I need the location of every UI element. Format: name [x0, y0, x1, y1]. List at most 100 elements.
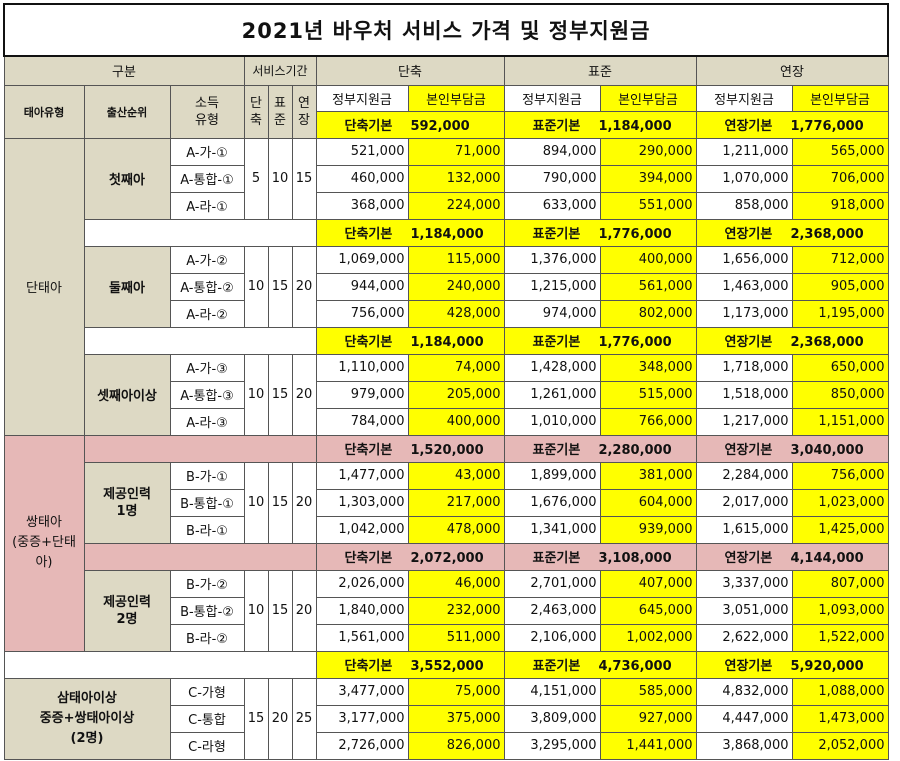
gov-short: 1,303,000 — [315, 488, 409, 517]
base-label: 표준기본 — [532, 443, 581, 458]
header-gov-extended: 정부지원금 — [695, 84, 793, 112]
base-label: 연장기본 — [724, 335, 773, 350]
birth-order-helper-2: 제공인력 2명 — [83, 569, 171, 652]
base-row-3: 단축기본 1,184,000 표준기본 1,776,000 연장기본 2,368… — [4, 326, 889, 355]
gov-short: 1,561,000 — [315, 623, 409, 652]
self-extended: 1,151,000 — [791, 407, 889, 436]
gov-standard: 2,106,000 — [503, 623, 601, 652]
gov-extended: 2,622,000 — [695, 623, 793, 652]
self-extended: 918,000 — [791, 191, 889, 220]
group-single: 단태아 — [3, 137, 85, 436]
gov-standard: 633,000 — [503, 191, 601, 220]
self-extended: 1,195,000 — [791, 299, 889, 328]
self-short: 224,000 — [407, 191, 505, 220]
self-extended: 850,000 — [791, 380, 889, 409]
gov-short: 784,000 — [315, 407, 409, 436]
self-standard: 604,000 — [599, 488, 697, 517]
gov-short: 368,000 — [315, 191, 409, 220]
self-short: 240,000 — [407, 272, 505, 301]
header-income-type: 소득 유형 — [169, 84, 245, 139]
self-standard: 348,000 — [599, 353, 697, 382]
gov-extended: 1,173,000 — [695, 299, 793, 328]
gov-short: 3,477,000 — [315, 677, 409, 706]
base-label: 단축기본 — [344, 335, 393, 350]
income-type: A-라-③ — [169, 407, 245, 436]
base-value: 3,108,000 — [598, 551, 672, 566]
income-type: A-라-① — [169, 191, 245, 220]
days-short: 10 — [243, 245, 269, 328]
header-service-period: 서비스기간 — [243, 55, 317, 86]
gov-extended: 3,051,000 — [695, 596, 793, 625]
self-standard: 515,000 — [599, 380, 697, 409]
base-label: 단축기본 — [344, 443, 393, 458]
self-short: 115,000 — [407, 245, 505, 274]
gov-extended: 2,284,000 — [695, 461, 793, 490]
gov-standard: 1,215,000 — [503, 272, 601, 301]
income-type: B-라-① — [169, 515, 245, 544]
table-row: A-라-② 756,000 428,000 974,000 802,000 1,… — [4, 299, 889, 328]
base-value: 1,184,000 — [410, 227, 484, 242]
table-row: 셋째아이상 A-가-③ 10 15 20 1,110,000 74,000 1,… — [4, 353, 889, 436]
self-standard: 1,441,000 — [599, 731, 697, 760]
base-value: 1,184,000 — [598, 119, 672, 134]
self-standard: 802,000 — [599, 299, 697, 328]
days-standard: 10 — [267, 137, 293, 220]
self-short: 46,000 — [407, 569, 505, 598]
header-fetus-type: 태아유형 — [3, 84, 85, 139]
self-extended: 565,000 — [791, 137, 889, 166]
gov-standard: 4,151,000 — [503, 677, 601, 706]
self-extended: 807,000 — [791, 569, 889, 598]
self-extended: 1,425,000 — [791, 515, 889, 544]
table-row: 삼태아이상 중증+쌍태아이상 (2명) C-가형 15 20 25 3,477,… — [3, 677, 889, 760]
self-extended: 1,473,000 — [791, 704, 889, 733]
gov-standard: 1,261,000 — [503, 380, 601, 409]
base-label: 연장기본 — [724, 659, 773, 674]
table-row: A-통합-③ 979,000 205,000 1,261,000 515,000… — [4, 380, 889, 409]
income-type: A-통합-② — [169, 272, 245, 301]
self-extended: 905,000 — [791, 272, 889, 301]
days-short: 10 — [243, 569, 269, 652]
base-label: 단축기본 — [344, 551, 393, 566]
income-type: A-가-① — [169, 137, 245, 166]
base-label: 연장기본 — [724, 119, 773, 134]
income-type: C-가형 — [169, 677, 245, 706]
self-short: 375,000 — [407, 704, 505, 733]
gov-standard: 3,809,000 — [503, 704, 601, 733]
gov-short: 2,026,000 — [315, 569, 409, 598]
base-label: 단축기본 — [344, 659, 393, 674]
gov-short: 3,177,000 — [315, 704, 409, 733]
gov-standard: 1,376,000 — [503, 245, 601, 274]
days-extended: 15 — [291, 137, 317, 220]
days-short: 10 — [243, 353, 269, 436]
gov-short: 1,042,000 — [315, 515, 409, 544]
self-extended: 2,052,000 — [791, 731, 889, 760]
header-self-short: 본인부담금 — [407, 84, 505, 112]
gov-short: 521,000 — [315, 137, 409, 166]
self-standard: 394,000 — [599, 164, 697, 193]
base-value: 3,552,000 — [410, 659, 484, 674]
days-short: 5 — [243, 137, 269, 220]
days-short: 15 — [243, 677, 269, 760]
self-standard: 561,000 — [599, 272, 697, 301]
self-standard: 400,000 — [599, 245, 697, 274]
income-type: A-통합-① — [169, 164, 245, 193]
days-standard: 15 — [267, 461, 293, 544]
gov-standard: 894,000 — [503, 137, 601, 166]
header-birth-order: 출산순위 — [83, 84, 171, 139]
gov-extended: 1,217,000 — [695, 407, 793, 436]
table-row: 둘째아 A-가-② 10 15 20 1,069,000 115,000 1,3… — [4, 245, 889, 328]
base-value: 1,520,000 — [410, 443, 484, 458]
table-row: B-라-① 1,042,000 478,000 1,341,000 939,00… — [4, 515, 889, 544]
gov-extended: 1,518,000 — [695, 380, 793, 409]
self-short: 400,000 — [407, 407, 505, 436]
self-standard: 551,000 — [599, 191, 697, 220]
base-label: 표준기본 — [532, 551, 581, 566]
table-row: 단태아 첫째아 A-가-① 5 10 15 521,000 71,000 894… — [3, 137, 889, 436]
birth-order-2nd: 둘째아 — [83, 245, 171, 328]
header-period-extended: 연 장 — [291, 84, 317, 139]
table-row: 제공인력 2명 B-가-② 10 15 20 2,026,000 46,000 … — [4, 569, 889, 652]
base-label: 표준기본 — [532, 227, 581, 242]
table-row: A-통합-② 944,000 240,000 1,215,000 561,000… — [4, 272, 889, 301]
gov-short: 1,840,000 — [315, 596, 409, 625]
base-label: 단축기본 — [344, 119, 393, 134]
